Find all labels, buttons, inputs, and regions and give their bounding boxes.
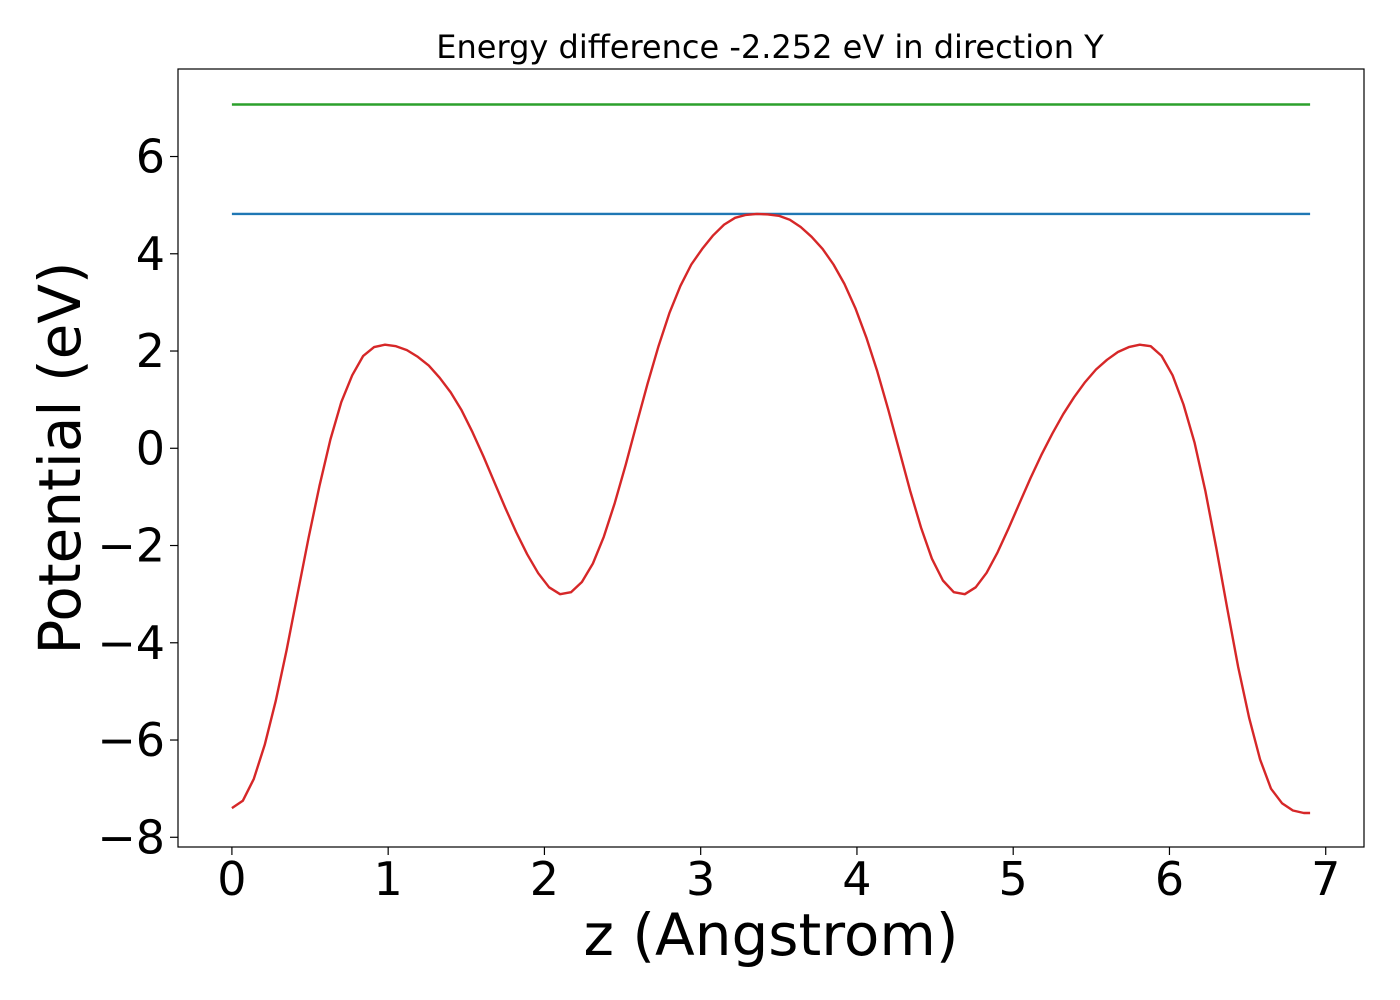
plot-frame [177, 68, 1365, 848]
x-tick-label: 7 [1311, 852, 1340, 906]
y-tick-label: −4 [97, 616, 165, 670]
series-line-2 [231, 212, 1311, 815]
x-tick-label: 0 [217, 852, 246, 906]
y-axis-label: Potential (eV) [26, 261, 94, 654]
chart-title: Energy difference -2.252 eV in direction… [436, 28, 1104, 66]
x-axis-ticks: 0 1 2 3 4 5 6 7 [217, 847, 1340, 906]
x-tick-label: 5 [999, 852, 1028, 906]
y-tick-label: 2 [136, 324, 165, 378]
x-tick-label: 4 [842, 852, 871, 906]
y-tick-label: −8 [97, 810, 165, 864]
series-layer [231, 103, 1311, 815]
x-axis-label: z (Angstrom) [584, 901, 959, 969]
x-tick-label: 1 [374, 852, 403, 906]
y-tick-label: 4 [136, 227, 165, 281]
y-tick-label: 6 [136, 130, 165, 184]
x-tick-label: 6 [1155, 852, 1184, 906]
y-axis-ticks: −8 −6 −4 −2 0 2 4 6 [97, 130, 178, 864]
x-tick-label: 3 [686, 852, 715, 906]
x-tick-label: 2 [530, 852, 559, 906]
y-tick-label: 0 [136, 421, 165, 475]
y-tick-label: −6 [97, 713, 165, 767]
y-tick-label: −2 [97, 519, 165, 573]
